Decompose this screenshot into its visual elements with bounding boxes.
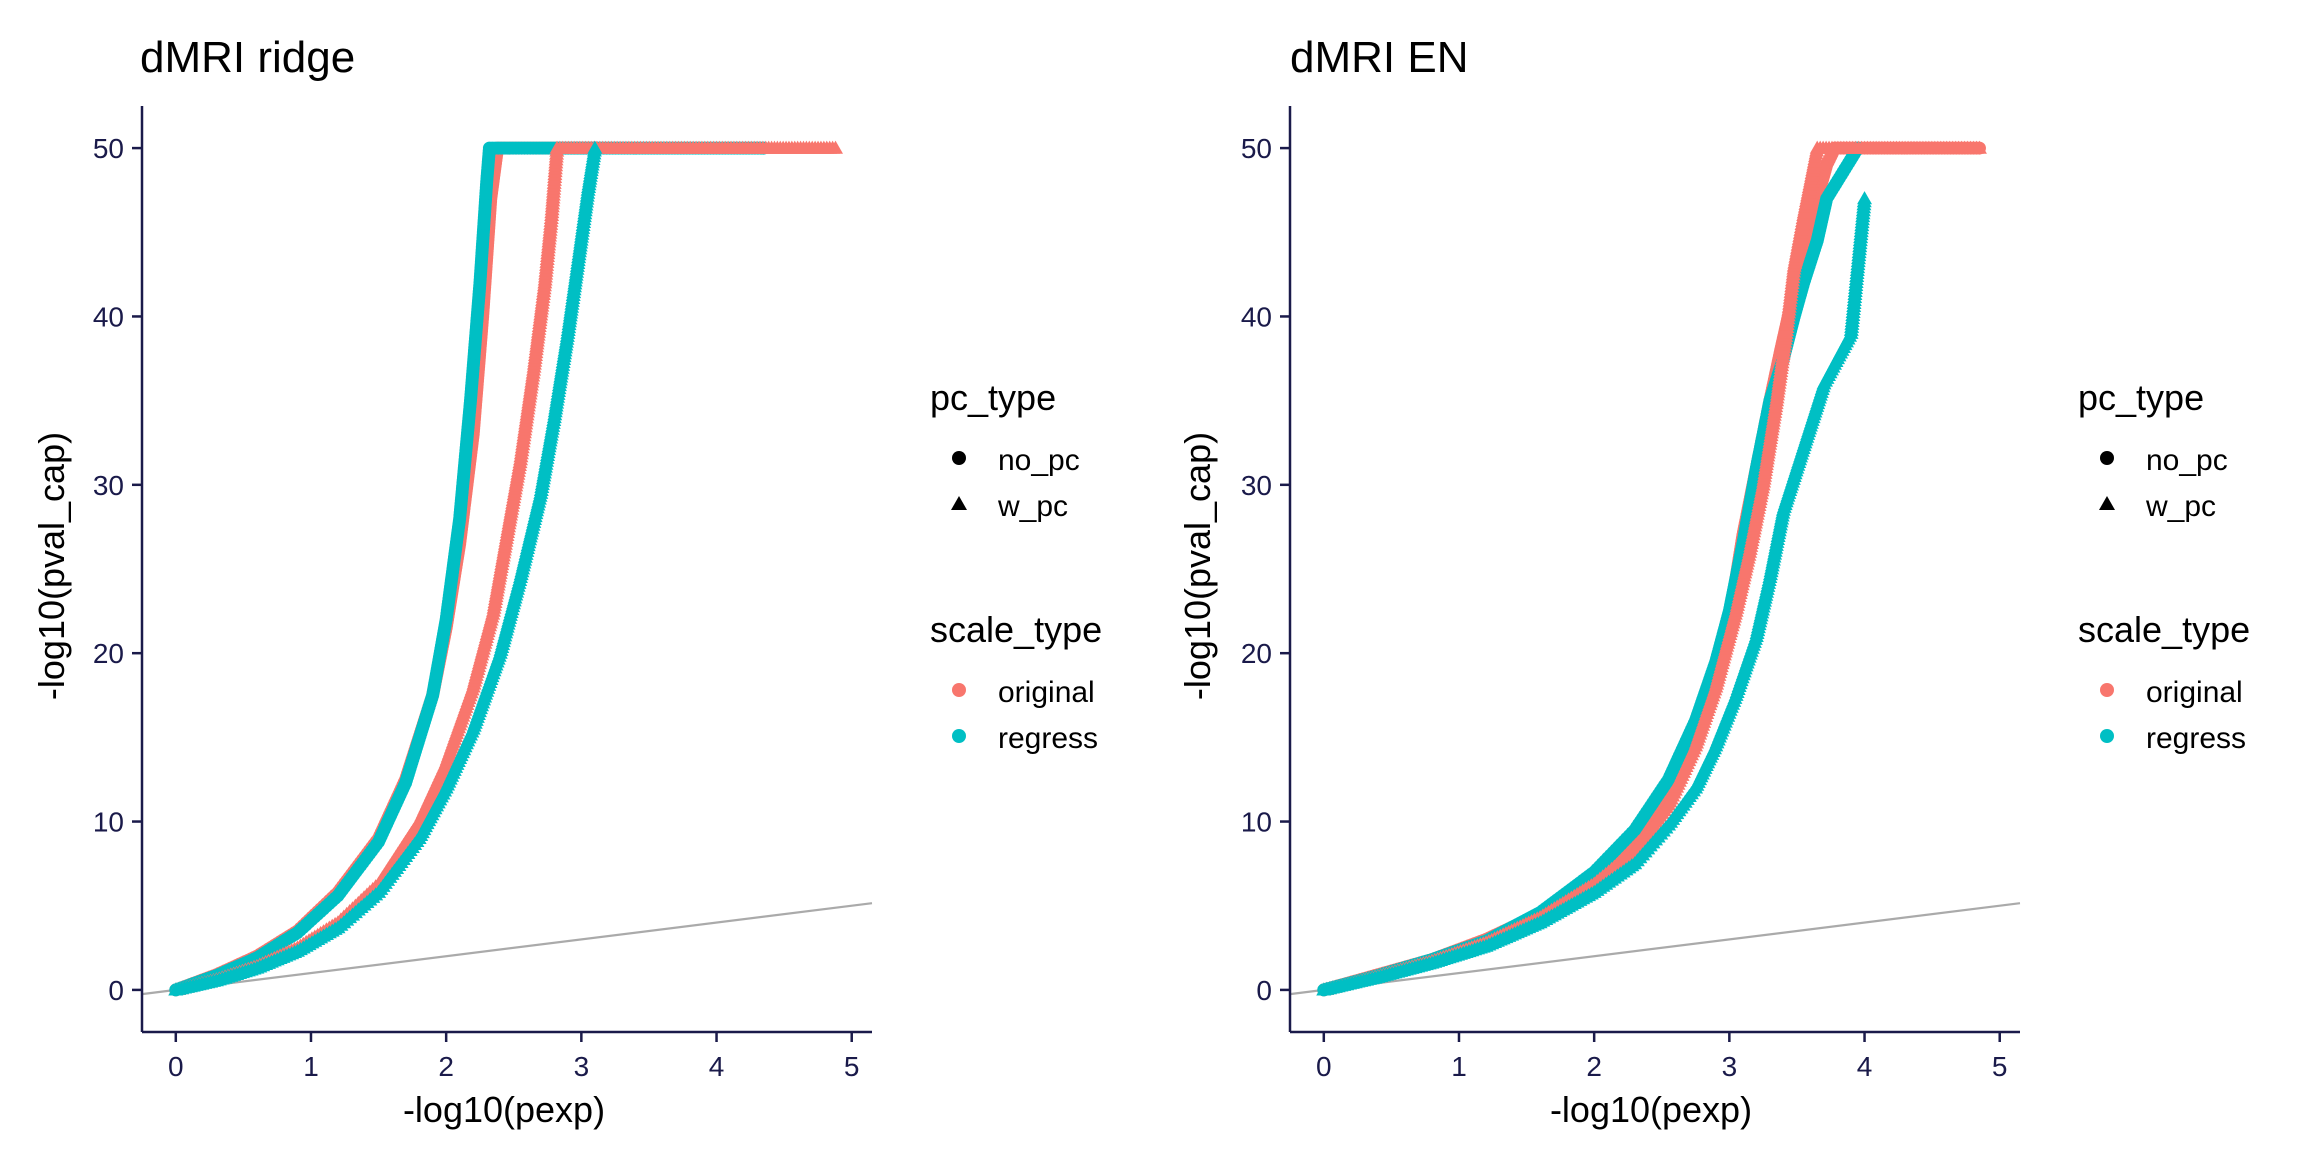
y-tick-label: 50 <box>1241 133 1272 164</box>
legend-dot-regress-icon <box>952 729 966 743</box>
x-axis-label: -log10(pexp) <box>403 1089 605 1130</box>
legend-triangle-icon <box>951 496 967 510</box>
legend-circle-icon <box>952 451 966 465</box>
x-tick-label: 4 <box>1857 1051 1873 1082</box>
legend-shape-label: no_pc <box>998 444 1080 477</box>
data-point <box>587 140 603 154</box>
legend-triangle-icon <box>2099 496 2115 510</box>
legend-dot-regress-icon <box>2100 729 2114 743</box>
panel-ridge: dMRI ridge 0 10 20 30 40 50 0 1 2 3 4 5 -log10(pexp… <box>31 33 873 1130</box>
x-tick-label: 1 <box>303 1051 319 1082</box>
legend-color-label: regress <box>2146 722 2246 755</box>
x-tick-label: 0 <box>1316 1051 1332 1082</box>
y-tick-label: 20 <box>1241 638 1272 669</box>
data-point <box>828 140 843 154</box>
legend-shape-label: no_pc <box>2146 444 2228 477</box>
y-axis-label: -log10(pval_cap) <box>1177 432 1218 700</box>
legend-color-title: scale_type <box>2078 609 2250 650</box>
legend-shape-title: pc_type <box>2078 377 2204 418</box>
x-tick-label: 3 <box>1722 1051 1738 1082</box>
x-tick-label: 4 <box>709 1051 725 1082</box>
panel-en: dMRI EN 0 10 20 30 40 50 0 1 2 3 4 5 -log10(pexp) -… <box>1177 33 2021 1130</box>
legend-dot-original-icon <box>2100 683 2114 697</box>
plot-area: 0 10 20 30 40 50 0 1 2 3 4 5 <box>93 106 873 1082</box>
y-tick-label: 20 <box>93 638 124 669</box>
x-axis-label: -log10(pexp) <box>1550 1089 1752 1130</box>
reference-line <box>1289 902 2021 996</box>
x-tick-label: 2 <box>1586 1051 1602 1082</box>
legend-shape-title: pc_type <box>930 377 1056 418</box>
legend: pc_type no_pc w_pc scale_type original r… <box>930 377 1102 755</box>
reference-line <box>141 902 873 996</box>
legend-color-title: scale_type <box>930 609 1102 650</box>
data-point <box>1857 191 1873 205</box>
legend-color-label: original <box>2146 676 2243 709</box>
y-tick-label: 30 <box>93 470 124 501</box>
x-tick-label: 0 <box>168 1051 184 1082</box>
plot-area: 0 10 20 30 40 50 0 1 2 3 4 5 <box>1241 106 2021 1082</box>
y-tick-label: 0 <box>108 975 124 1006</box>
x-tick-label: 2 <box>438 1051 454 1082</box>
y-axis-label: -log10(pval_cap) <box>31 432 72 700</box>
y-tick-label: 10 <box>93 807 124 838</box>
legend-shape-label: w_pc <box>2145 490 2216 523</box>
chart-title: dMRI EN <box>1290 33 1468 82</box>
y-tick-label: 40 <box>1241 301 1272 332</box>
data-point <box>1971 140 1987 154</box>
legend-dot-original-icon <box>952 683 966 697</box>
y-tick-label: 10 <box>1241 807 1272 838</box>
y-tick-label: 50 <box>93 133 124 164</box>
y-tick-label: 40 <box>93 301 124 332</box>
chart-title: dMRI ridge <box>140 33 355 82</box>
x-tick-label: 5 <box>1992 1051 2008 1082</box>
x-tick-label: 5 <box>844 1051 860 1082</box>
legend-color-label: regress <box>998 722 1098 755</box>
y-tick-label: 0 <box>1256 975 1272 1006</box>
legend-shape-label: w_pc <box>997 490 1068 523</box>
legend-circle-icon <box>2100 451 2114 465</box>
x-tick-label: 3 <box>574 1051 590 1082</box>
legend-color-label: original <box>998 676 1095 709</box>
legend: pc_type no_pc w_pc scale_type original r… <box>2078 377 2250 755</box>
x-tick-label: 1 <box>1451 1051 1467 1082</box>
y-tick-label: 30 <box>1241 470 1272 501</box>
